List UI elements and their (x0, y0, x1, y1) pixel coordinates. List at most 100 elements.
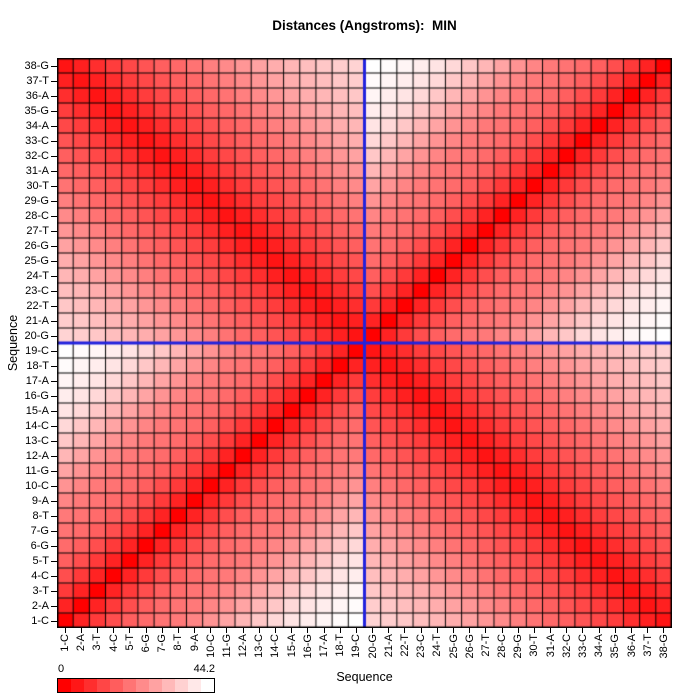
y-tick-label: 19-C (25, 344, 49, 357)
x-tick-label: 2-A (75, 634, 88, 652)
heatmap-canvas[interactable] (57, 58, 672, 628)
y-tick-label: 7-G (30, 524, 49, 537)
y-tick (51, 80, 57, 82)
legend-color-step (201, 679, 214, 692)
x-tick (420, 628, 422, 633)
y-tick (51, 605, 57, 607)
x-tick-label: 33-C (576, 634, 589, 658)
x-tick-label: 14-C (269, 634, 282, 658)
y-tick (51, 170, 57, 172)
y-tick (51, 290, 57, 292)
y-tick-label: 18-T (26, 359, 49, 372)
x-tick (453, 628, 454, 633)
x-tick (436, 628, 438, 633)
x-tick (647, 628, 649, 633)
x-tick (194, 628, 196, 633)
x-tick-label: 18-T (334, 634, 347, 657)
x-tick (210, 628, 212, 633)
chart-title: Distances (Angstroms): MIN (272, 18, 457, 33)
x-tick-label: 6-G (140, 634, 152, 653)
x-tick (614, 628, 616, 633)
y-tick (51, 185, 57, 187)
x-tick-label: 23-C (415, 634, 428, 658)
y-tick-label: 34-A (25, 119, 49, 132)
x-tick (372, 628, 374, 633)
y-tick (51, 545, 57, 547)
y-tick (51, 200, 57, 202)
y-tick (51, 500, 57, 502)
x-tick (113, 628, 115, 633)
x-tick (307, 628, 309, 633)
y-tick (51, 470, 57, 472)
x-tick (64, 628, 66, 633)
x-tick (274, 628, 276, 633)
y-tick (51, 215, 57, 217)
y-tick-label: 10-C (25, 479, 49, 492)
legend-colorbar (57, 678, 215, 693)
x-tick-label: 22-T (398, 634, 411, 657)
y-tick-label: 20-G (24, 329, 49, 342)
x-tick (485, 628, 487, 633)
y-tick (51, 335, 57, 337)
y-tick-label: 15-A (25, 404, 49, 417)
x-tick-label: 38-G (657, 634, 670, 659)
y-tick (51, 485, 57, 487)
x-tick-label: 15-A (285, 634, 298, 658)
x-tick-label: 11-G (220, 634, 233, 658)
x-tick-label: 27-T (479, 634, 492, 657)
x-tick-label: 25-G (447, 634, 460, 659)
x-tick-label: 35-G (609, 634, 622, 659)
x-tick (355, 628, 357, 633)
x-tick (291, 628, 293, 633)
y-tick (51, 275, 57, 277)
y-tick (51, 95, 57, 97)
y-tick-label: 6-G (30, 539, 49, 552)
y-tick-label: 9-A (31, 494, 49, 507)
y-tick (51, 140, 57, 142)
x-tick-label: 32-C (560, 634, 573, 658)
x-tick-label: 21-A (382, 634, 395, 658)
y-tick-label: 2-A (31, 599, 49, 612)
y-tick-label: 1-C (31, 614, 49, 627)
legend-max-label: 44.2 (193, 663, 215, 675)
y-tick-label: 16-G (24, 389, 49, 402)
y-tick-label: 31-A (25, 164, 49, 177)
y-tick-label: 24-T (26, 269, 49, 282)
y-tick-label: 33-C (25, 134, 49, 147)
legend-color-step (188, 679, 201, 692)
y-tick-label: 27-T (26, 224, 49, 237)
x-tick (323, 628, 325, 633)
y-tick (51, 380, 57, 382)
legend-color-step (149, 679, 162, 692)
y-tick (51, 125, 57, 127)
x-tick-label: 13-C (253, 634, 266, 658)
y-tick-label: 36-A (25, 89, 49, 102)
x-tick (388, 628, 390, 633)
y-tick-label: 38-G (24, 59, 49, 72)
y-tick-label: 30-T (26, 179, 49, 192)
y-tick-label: 21-A (25, 314, 49, 327)
y-tick (51, 590, 57, 592)
y-tick (51, 620, 57, 622)
x-tick-label: 19-C (350, 634, 363, 658)
x-tick (145, 628, 147, 633)
y-tick-label: 23-C (25, 284, 49, 297)
y-tick (51, 245, 57, 247)
y-tick (51, 575, 57, 577)
x-tick (582, 628, 584, 633)
x-tick-label: 20-G (366, 634, 379, 659)
y-tick (51, 260, 57, 262)
legend-color-step (110, 679, 123, 692)
x-tick-label: 36-A (625, 634, 638, 658)
x-axis-title: Sequence (336, 670, 393, 684)
y-tick (51, 65, 57, 67)
x-tick (258, 628, 260, 633)
y-tick (51, 425, 57, 427)
x-tick (517, 628, 519, 633)
x-tick (598, 628, 600, 633)
x-tick (129, 628, 131, 633)
x-tick (177, 628, 179, 633)
y-tick-label: 12-A (25, 449, 49, 462)
x-tick (404, 628, 406, 633)
